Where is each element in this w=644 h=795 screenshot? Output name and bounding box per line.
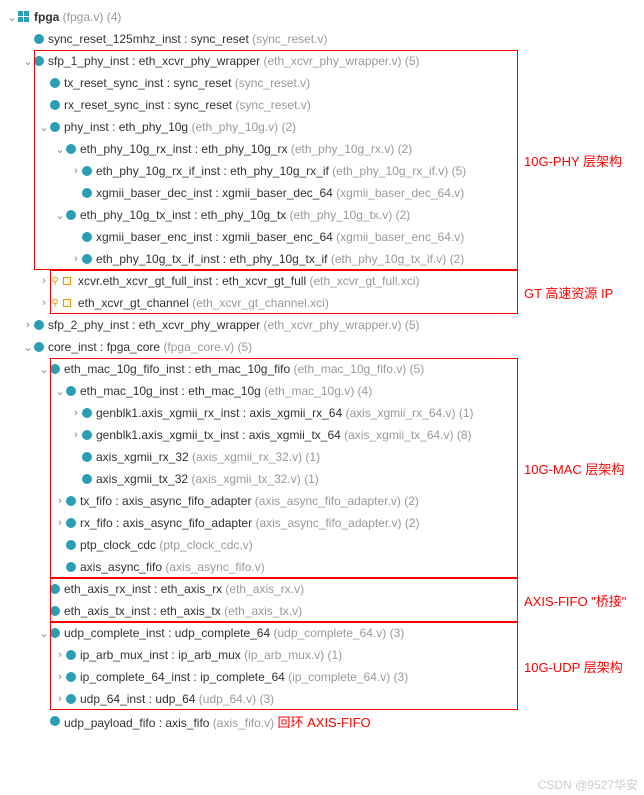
annotation-label: 10G-UDP 层架构 [524,657,623,676]
expand-icon[interactable]: › [22,319,34,331]
tree-row[interactable]: ⌄ fpga (fpga.v) (4) [6,6,638,28]
annotation-box [34,50,518,270]
collapse-icon[interactable]: ⌄ [22,55,34,68]
node-label: fpga (fpga.v) (4) [34,10,121,24]
annotation-label: 10G-PHY 层架构 [524,151,622,170]
collapse-icon[interactable]: ⌄ [38,627,50,640]
collapse-icon[interactable]: ⌄ [38,363,50,376]
annotation-box [50,578,518,622]
node-label: udp_payload_fifo : axis_fifo (axis_fifo.… [64,712,371,731]
annotation-box [50,358,518,578]
expand-icon[interactable]: › [38,275,50,287]
annotation-label: AXIS-FIFO "桥接" [524,591,626,610]
node-label: sfp_2_phy_inst : eth_xcvr_phy_wrapper (e… [48,318,420,332]
collapse-icon[interactable]: ⌄ [22,341,34,354]
top-module-icon [18,11,30,23]
collapse-icon[interactable]: ⌄ [6,11,18,24]
annotation-label: 10G-MAC 层架构 [524,459,624,478]
module-icon [34,342,44,352]
module-icon [50,716,60,726]
tree-row[interactable]: ⌄ core_inst : fpga_core (fpga_core.v) (5) [6,336,638,358]
module-icon [34,320,44,330]
expand-icon[interactable]: › [38,297,50,309]
tree-row[interactable]: › sfp_2_phy_inst : eth_xcvr_phy_wrapper (… [6,314,638,336]
node-label: sync_reset_125mhz_inst : sync_reset (syn… [48,32,327,46]
hierarchy-tree: ⌄ fpga (fpga.v) (4) sync_reset_125mhz_inst… [6,6,638,732]
tree-row[interactable]: sync_reset_125mhz_inst : sync_reset (syn… [6,28,638,50]
annotation-box [50,622,518,710]
annotation-box [50,270,518,314]
tree-row[interactable]: udp_payload_fifo : axis_fifo (axis_fifo.… [6,710,638,732]
node-label: core_inst : fpga_core (fpga_core.v) (5) [48,340,252,354]
module-icon [34,34,44,44]
annotation-label: GT 高速资源 IP [524,283,613,302]
watermark: CSDN @9527华安 [538,776,638,793]
